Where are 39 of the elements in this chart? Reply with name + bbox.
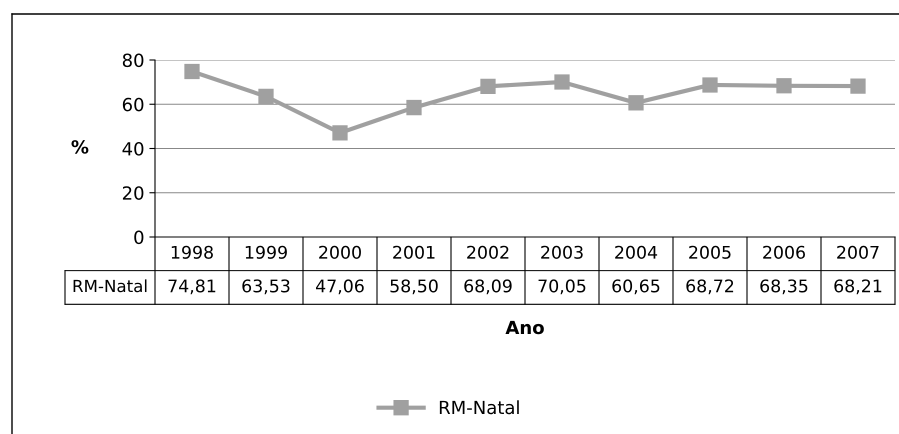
y-tick-label: 20 <box>122 186 144 200</box>
x-tick-label: 2001 <box>393 246 434 259</box>
x-tick-label: 2004 <box>615 246 658 259</box>
x-tick-label: 2006 <box>763 246 805 259</box>
y-tick-label: 60 <box>122 98 144 112</box>
x-tick-label: 2002 <box>467 246 508 259</box>
x-tick-label: 2005 <box>689 246 731 259</box>
x-axis-title: Ano <box>505 320 544 334</box>
point <box>258 88 274 104</box>
data-label: 68,35 <box>760 279 808 294</box>
y-tick-label: 40 <box>122 142 144 156</box>
x-tick-label: 1998 <box>172 246 213 259</box>
point <box>480 78 496 94</box>
data-label: 58,50 <box>390 279 438 294</box>
point <box>554 74 570 90</box>
data-label: 68,09 <box>464 279 512 294</box>
point <box>628 95 644 110</box>
x-tick-label: 1999 <box>246 246 287 259</box>
point <box>850 78 866 94</box>
y-tick-label: 0 <box>134 230 144 244</box>
y-axis-title: % <box>71 140 88 154</box>
text: RM-Natal <box>74 279 146 292</box>
point <box>406 100 422 116</box>
data-label: 63,53 <box>242 279 290 294</box>
data-label: 68,72 <box>686 279 734 294</box>
x-tick-label: 2007 <box>837 246 879 259</box>
x-tick-label: 2003 <box>541 246 583 259</box>
point <box>776 78 792 94</box>
point <box>332 125 348 141</box>
point <box>702 77 718 93</box>
x-tick-label: 2000 <box>319 246 361 259</box>
legend-label: RM-Natal <box>440 400 519 414</box>
data-label: 70,05 <box>538 279 586 294</box>
y-tick-label: 80 <box>122 53 144 68</box>
point <box>184 64 200 80</box>
data-label: 60,65 <box>612 279 660 294</box>
data-label: 47,06 <box>316 279 364 294</box>
data-label: 74,81 <box>168 279 216 294</box>
data-label: 68,21 <box>834 279 882 294</box>
